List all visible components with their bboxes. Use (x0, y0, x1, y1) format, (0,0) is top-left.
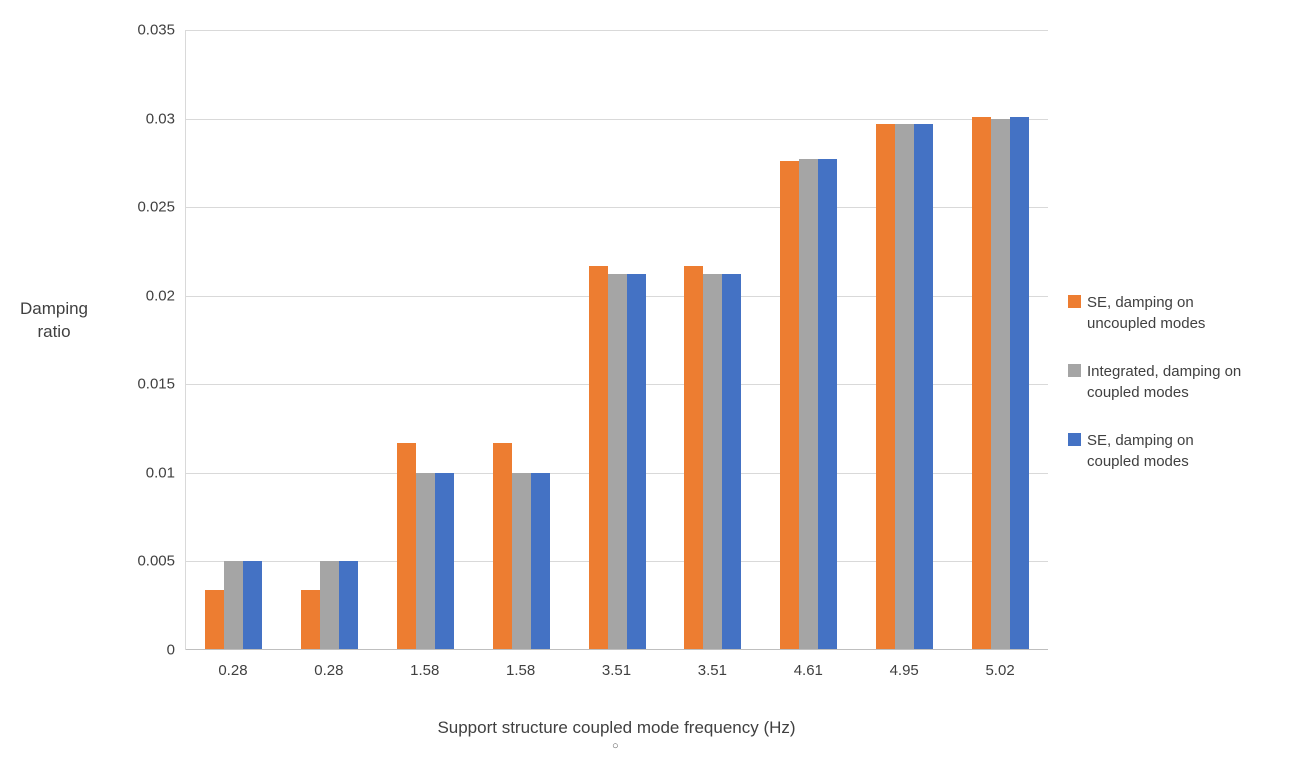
bar-series1-cat8 (990, 118, 1010, 650)
y-tick-label: 0.025 (137, 198, 175, 216)
bar-series1-cat5 (703, 274, 723, 650)
y-axis-tick-labels: 0 0.005 0.01 0.015 0.02 0.025 0.03 0.035 (0, 22, 175, 659)
bar-group-7 (856, 30, 952, 650)
x-tick-label: 4.61 (793, 662, 823, 679)
bar-series0-cat7 (875, 123, 895, 650)
cropped-caption-mark: ○ (612, 740, 619, 752)
gridline (186, 207, 1048, 209)
y-tick-label: 0.035 (137, 21, 175, 39)
legend-item-2: SE, damping on coupled modes (1068, 430, 1242, 472)
legend-item-1: Integrated, damping on coupled modes (1068, 361, 1242, 403)
bar-group-8 (952, 30, 1048, 650)
y-tick-label: 0 (166, 641, 175, 659)
legend-label: SE, damping on coupled modes (1087, 432, 1194, 470)
y-tick-label: 0.02 (145, 287, 175, 305)
bar-series0-cat1 (301, 589, 321, 650)
legend-swatch-icon (1068, 364, 1081, 377)
bar-series0-cat3 (492, 442, 512, 650)
legend-swatch-icon (1068, 295, 1081, 308)
y-tick-label: 0.015 (137, 375, 175, 393)
bar-series2-cat1 (339, 561, 359, 650)
bar-series2-cat3 (530, 472, 550, 650)
bar-group-2 (378, 30, 474, 650)
x-axis-tick-labels: 0.28 0.28 1.58 1.58 3.51 3.51 4.61 4.95 5.02 (185, 662, 1048, 679)
bar-series1-cat2 (415, 472, 435, 650)
y-tick-label: 0.005 (137, 552, 175, 570)
x-tick-label: 1.58 (506, 662, 536, 679)
bar-series1-cat3 (511, 472, 531, 650)
x-axis-title: Support structure coupled mode frequency… (437, 718, 796, 737)
plot-area (185, 30, 1048, 650)
bar-series0-cat2 (396, 442, 416, 650)
x-tick-label: 0.28 (218, 662, 248, 679)
bar-series2-cat2 (434, 472, 454, 650)
bar-series0-cat6 (780, 161, 800, 650)
gridline (186, 118, 1048, 120)
gridline (186, 30, 1048, 31)
y-axis-title-line-1: Damping (19, 299, 89, 318)
bar-series0-cat0 (205, 589, 225, 650)
bars-container (186, 30, 1048, 650)
bar-series1-cat1 (320, 561, 340, 650)
x-tick-label: 1.58 (410, 662, 440, 679)
bar-series2-cat8 (1009, 116, 1029, 650)
x-tick-label: 3.51 (697, 662, 727, 679)
bar-series1-cat4 (607, 274, 627, 650)
y-axis-title: Damping ratio (6, 297, 102, 343)
x-axis-line (186, 649, 1048, 650)
x-tick-label: 5.02 (985, 662, 1015, 679)
bar-group-4 (569, 30, 665, 650)
y-axis-title-line-2: ratio (37, 322, 71, 341)
bar-series2-cat0 (243, 561, 263, 650)
bar-group-6 (761, 30, 857, 650)
x-tick-label: 3.51 (601, 662, 632, 679)
bar-series1-cat0 (224, 561, 244, 650)
x-tick-label: 0.28 (314, 662, 344, 679)
bar-series2-cat6 (818, 159, 838, 650)
bar-group-0 (186, 30, 282, 650)
legend-label: SE, damping on uncoupled modes (1087, 294, 1206, 332)
x-tick-label: 4.95 (889, 662, 919, 679)
bar-series2-cat5 (722, 274, 742, 650)
legend-label: Integrated, damping on coupled modes (1087, 363, 1242, 401)
legend: SE, damping on uncoupled modes Integrated… (1068, 292, 1242, 472)
legend-item-0: SE, damping on uncoupled modes (1068, 292, 1242, 334)
bar-series1-cat7 (894, 123, 914, 650)
bar-series0-cat4 (588, 265, 608, 650)
bar-group-3 (473, 30, 569, 650)
bar-series2-cat7 (913, 123, 933, 650)
bar-group-5 (665, 30, 761, 650)
y-tick-label: 0.03 (145, 110, 175, 128)
bar-series0-cat8 (971, 116, 991, 650)
bar-group-1 (282, 30, 378, 650)
y-tick-label: 0.01 (145, 464, 175, 482)
bar-series1-cat6 (799, 159, 819, 650)
bar-series2-cat4 (626, 274, 646, 650)
bar-series0-cat5 (684, 265, 704, 650)
legend-swatch-icon (1068, 433, 1081, 446)
